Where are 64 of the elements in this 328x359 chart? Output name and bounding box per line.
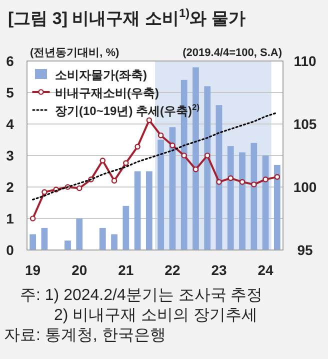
x-tick-label: 21	[118, 262, 134, 278]
point	[181, 152, 187, 158]
bar	[216, 105, 222, 250]
y2-tick-label: 110	[294, 53, 317, 69]
y-tick-label: 3	[6, 148, 14, 164]
point	[204, 152, 210, 158]
x-tick-label: 23	[211, 262, 227, 278]
y-tick-label: 0	[6, 242, 14, 258]
x-tick-label: 20	[72, 262, 88, 278]
x-tick-label: 24	[258, 262, 274, 278]
y-tick-label: 1	[6, 210, 14, 226]
y-tick-label: 6	[6, 53, 14, 69]
point	[111, 178, 118, 184]
y-axis-title: (전년동기대비, %)	[30, 47, 120, 59]
x-tick-label: 22	[164, 262, 180, 278]
bar	[99, 228, 106, 250]
bar	[64, 240, 71, 250]
y-tick-label: 5	[6, 84, 14, 100]
y2-tick-label: 105	[293, 116, 317, 132]
y-tick-label: 2	[6, 179, 14, 195]
point	[76, 185, 82, 192]
bar	[204, 86, 211, 250]
point	[134, 144, 140, 150]
text: 자료: 통계청, 한국은행	[4, 327, 166, 344]
y2-tick-label: 95	[297, 242, 313, 258]
point	[100, 158, 106, 164]
point	[123, 160, 129, 166]
bar	[169, 127, 176, 250]
point	[158, 132, 164, 138]
bar	[239, 152, 246, 250]
point	[216, 179, 222, 185]
legend-label: 소비자물가(좌축)	[55, 68, 147, 82]
bar	[30, 234, 36, 250]
bar	[134, 171, 141, 250]
bar	[41, 228, 48, 250]
point	[239, 179, 246, 185]
bar	[274, 164, 280, 250]
bar	[146, 171, 152, 250]
bar	[111, 234, 118, 250]
legend-label: 장기(10~19년) 추세(우축)$^{2)}$	[55, 102, 200, 118]
point	[228, 175, 234, 182]
legend-label: 비내구재소비(우축)	[55, 86, 159, 100]
y-tick-label: 4	[6, 116, 14, 132]
bar	[262, 156, 269, 250]
y2-axis-title: (2019.4/4=100, S.A)	[182, 47, 282, 59]
point	[42, 189, 48, 195]
bar	[158, 140, 164, 250]
text: 주: 1) 2024.2/4분기는 조사국 추정	[20, 287, 263, 304]
x-tick-label: 19	[25, 262, 41, 278]
y2-tick-label: 100	[293, 179, 317, 195]
point	[251, 182, 257, 188]
point	[192, 166, 199, 172]
point	[262, 176, 268, 182]
point	[30, 216, 36, 222]
bar	[76, 218, 83, 250]
point	[170, 142, 176, 148]
bar	[227, 146, 234, 250]
chart-title: [그림 3] 비내구재 소비$^{1)}$와 물가	[8, 6, 246, 28]
bar	[250, 142, 258, 250]
point	[274, 174, 280, 180]
text: 2) 비내구재 소비의 장기추세	[54, 307, 258, 324]
bar	[122, 206, 130, 250]
point	[146, 117, 152, 124]
bar	[192, 67, 199, 250]
